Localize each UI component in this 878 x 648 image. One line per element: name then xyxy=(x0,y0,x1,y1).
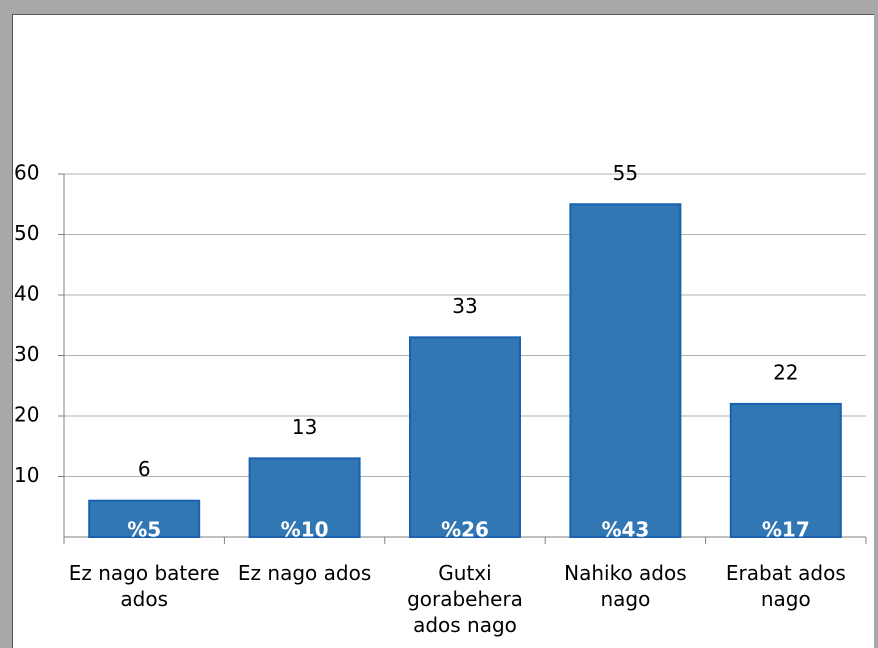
value-label: 22 xyxy=(773,360,798,384)
bar xyxy=(569,203,682,538)
percent-label: %26 xyxy=(441,518,489,542)
value-label: 55 xyxy=(613,161,638,185)
x-tick-label: Nahiko ados nago xyxy=(564,561,687,611)
percent-label: %5 xyxy=(127,518,161,542)
x-tick-label: Gutxi gorabehera ados nago xyxy=(407,561,523,637)
percent-label: %43 xyxy=(601,518,649,542)
y-tick-label: 30 xyxy=(14,342,39,366)
percent-label: %17 xyxy=(762,518,810,542)
y-tick-label: 50 xyxy=(14,221,39,245)
x-tick-label: Ez nago batere ados xyxy=(68,561,220,611)
y-tick-label: 60 xyxy=(14,161,39,185)
bar xyxy=(729,402,842,538)
chart-area xyxy=(12,14,874,648)
y-tick-label: 40 xyxy=(14,282,39,306)
percent-label: %10 xyxy=(281,518,329,542)
value-label: 13 xyxy=(292,415,317,439)
bar xyxy=(88,499,201,539)
value-label: 6 xyxy=(138,457,151,481)
y-tick-label: 20 xyxy=(14,403,39,427)
bar xyxy=(409,336,521,538)
x-tick-label: Erabat ados nago xyxy=(725,561,846,611)
bar xyxy=(248,457,361,539)
y-tick-label: 10 xyxy=(14,463,39,487)
value-label: 33 xyxy=(452,294,477,318)
x-tick-label: Ez nago ados xyxy=(237,561,372,585)
